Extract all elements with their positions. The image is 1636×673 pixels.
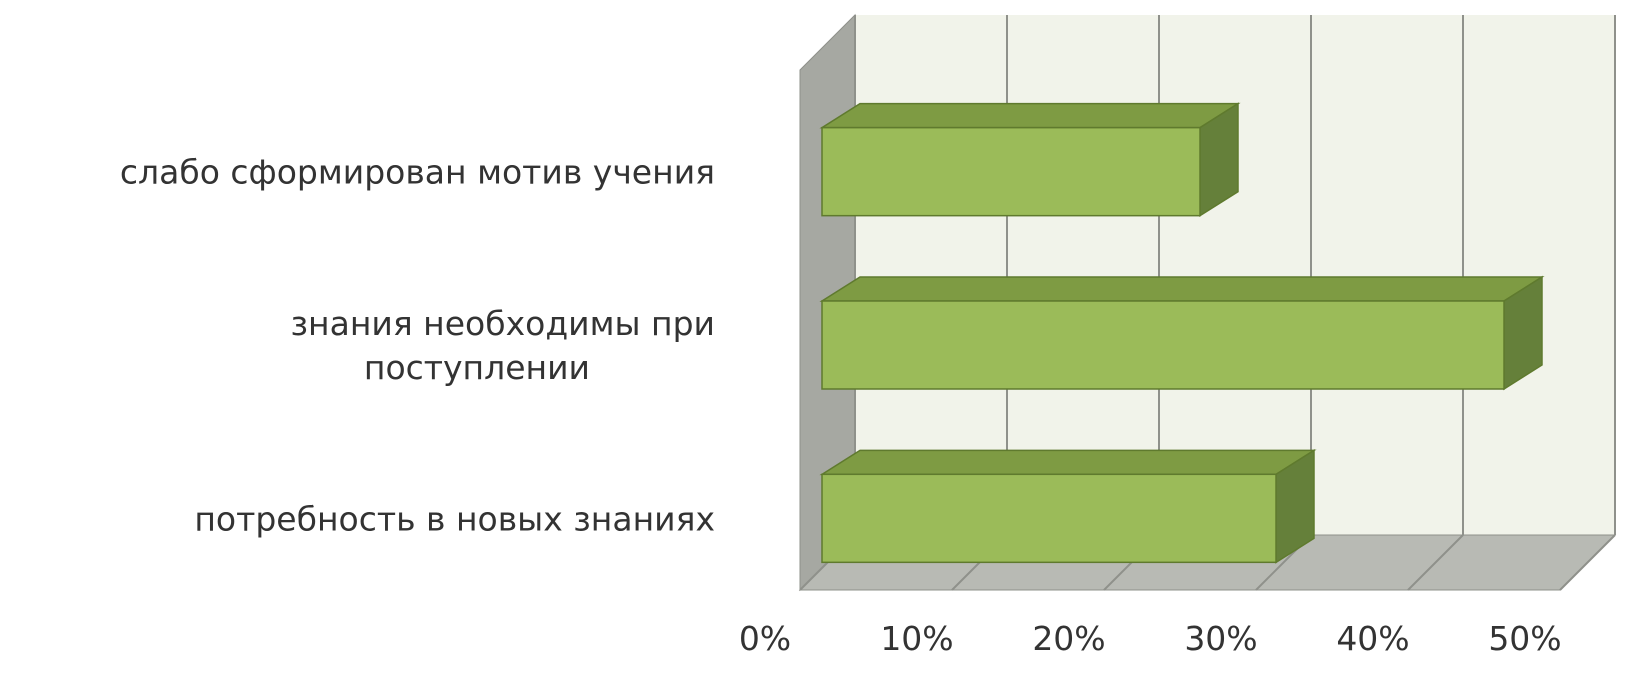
x-axis-tick-labels: 0% 10% 20% 30% 40% 50%: [739, 619, 1562, 658]
x-tick-label: 50%: [1488, 619, 1561, 658]
category-label-line: знания необходимы при: [290, 304, 715, 343]
category-label-line: слабо сформирован мотив учения: [120, 153, 715, 192]
bar-front-face: [821, 300, 1505, 390]
category-labels: слабо сформирован мотив учения знания нео…: [120, 153, 715, 539]
floor-gridline: [1559, 534, 1616, 591]
x-tick-label: 10%: [880, 619, 953, 658]
category-label: слабо сформирован мотив учения: [120, 153, 715, 192]
x-tick-label: 20%: [1032, 619, 1105, 658]
x-tick-label: 0%: [739, 619, 791, 658]
bar-top-face: [819, 449, 1317, 476]
bar-top-face: [819, 276, 1545, 302]
bar-front-face: [821, 126, 1201, 217]
floor-gridline: [1407, 534, 1464, 591]
category-label-line: потребность в новых знаниях: [194, 499, 715, 538]
bars: [819, 102, 1545, 564]
bar-3: [819, 448, 1317, 564]
category-label: потребность в новых знаниях: [194, 499, 715, 538]
x-tick-label: 40%: [1336, 619, 1409, 658]
x-tick-label: 30%: [1184, 619, 1257, 658]
bar-2: [819, 275, 1545, 391]
category-label: знания необходимы при поступлении: [290, 304, 715, 387]
category-label-line: поступлении: [364, 348, 590, 387]
bar-top-face: [819, 102, 1241, 129]
bar-1: [819, 102, 1241, 218]
bar-front-face: [821, 473, 1277, 564]
